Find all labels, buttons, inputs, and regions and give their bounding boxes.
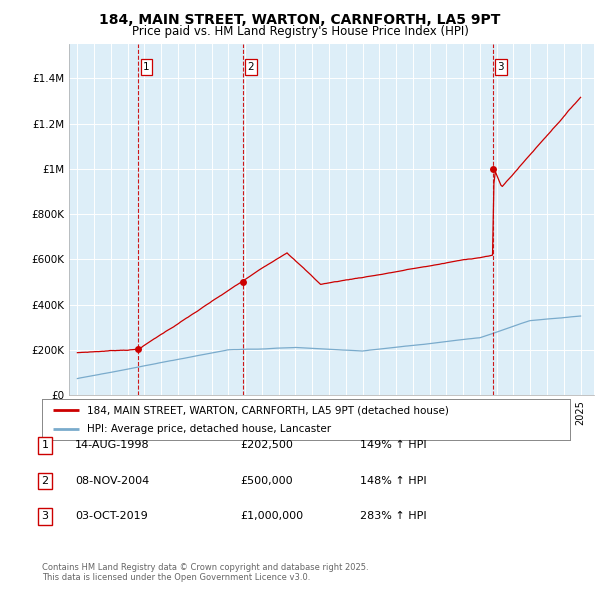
Text: 2: 2: [41, 476, 49, 486]
Text: HPI: Average price, detached house, Lancaster: HPI: Average price, detached house, Lanc…: [87, 424, 331, 434]
Text: 03-OCT-2019: 03-OCT-2019: [75, 512, 148, 521]
Text: £202,500: £202,500: [240, 441, 293, 450]
Text: £500,000: £500,000: [240, 476, 293, 486]
Text: 08-NOV-2004: 08-NOV-2004: [75, 476, 149, 486]
Text: 3: 3: [41, 512, 49, 521]
Text: 283% ↑ HPI: 283% ↑ HPI: [360, 512, 427, 521]
Text: 148% ↑ HPI: 148% ↑ HPI: [360, 476, 427, 486]
Text: £1,000,000: £1,000,000: [240, 512, 303, 521]
Text: Price paid vs. HM Land Registry's House Price Index (HPI): Price paid vs. HM Land Registry's House …: [131, 25, 469, 38]
Text: 184, MAIN STREET, WARTON, CARNFORTH, LA5 9PT: 184, MAIN STREET, WARTON, CARNFORTH, LA5…: [100, 13, 500, 27]
Text: 149% ↑ HPI: 149% ↑ HPI: [360, 441, 427, 450]
Text: 1: 1: [143, 62, 150, 72]
Text: 184, MAIN STREET, WARTON, CARNFORTH, LA5 9PT (detached house): 184, MAIN STREET, WARTON, CARNFORTH, LA5…: [87, 405, 449, 415]
Text: 2: 2: [248, 62, 254, 72]
Text: 1: 1: [41, 441, 49, 450]
Text: Contains HM Land Registry data © Crown copyright and database right 2025.
This d: Contains HM Land Registry data © Crown c…: [42, 563, 368, 582]
Text: 14-AUG-1998: 14-AUG-1998: [75, 441, 149, 450]
Text: 3: 3: [497, 62, 504, 72]
